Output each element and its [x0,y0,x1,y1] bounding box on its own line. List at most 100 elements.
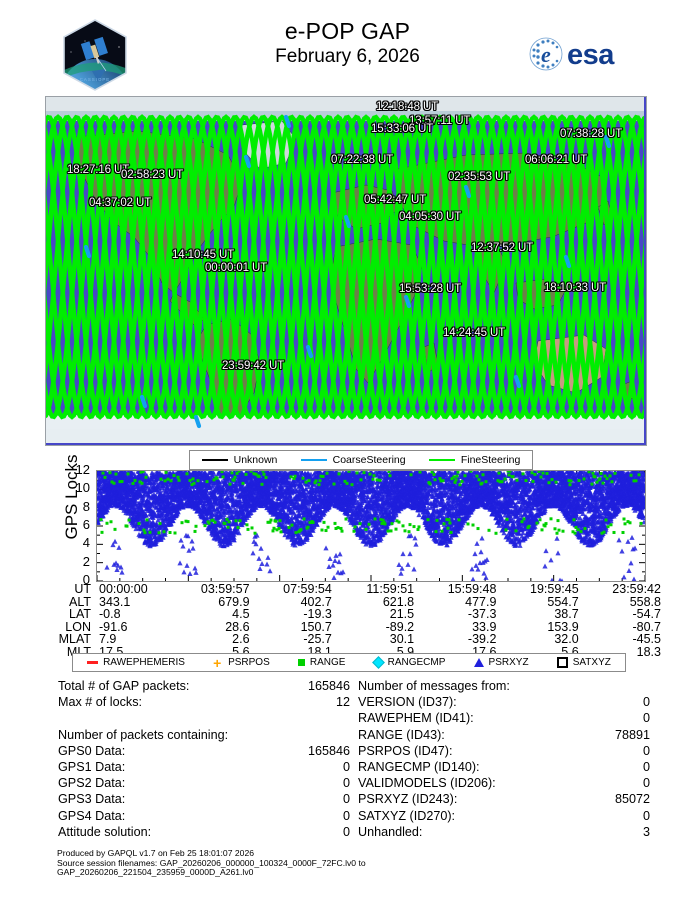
stat-row: GPS1 Data: 0 [58,759,358,775]
ut-label: 12:37:52 UT [471,242,534,254]
message-legend-item-rangecmp: RANGECMP [371,656,446,669]
stat-row: Unhandled: 3 [358,824,658,840]
max-locks-row: Max # of locks: 12 [58,694,358,710]
stat-row: GPS3 Data: 0 [58,791,358,807]
gps-locks-canvas [97,471,645,581]
ut-label: 14:24:45 UT [443,327,506,339]
stat-row: VALIDMODELS (ID206): 0 [358,775,658,791]
ephemeris-row: MLAT 7.9 2.6 -25.7 30.1 -39.2 32.0 -45.5 [45,633,675,646]
psrpos-marker-icon: + [213,654,222,671]
plot-y-tick: 10 [75,480,90,496]
ephemeris-cell: 30.1 [389,632,415,647]
statistics-right-column: Number of messages from: VERSION (ID37):… [358,678,658,840]
stat-row: PSRXYZ (ID243): 85072 [358,791,658,807]
stat-label: RAWEPHEM (ID41): [358,711,474,726]
ephemeris-cell: 402.7 [300,594,332,609]
stats-spacer [58,710,358,726]
ephemeris-cell: 621.8 [382,594,415,609]
stat-value: 0 [642,743,650,758]
stat-label: GPS2 Data: [58,776,126,791]
stat-label: Unhandled: [358,824,423,839]
esa-wordmark: esa [567,39,615,71]
title-block: e-POP GAP February 6, 2026 [0,18,695,69]
stat-label: GPS3 Data: [58,792,126,807]
statistics-left-column: Total # of GAP packets: 165846 Max # of … [58,678,358,840]
stat-value: 0 [642,808,650,823]
message-legend-label: SATXYZ [572,657,611,668]
message-legend-label: PSRXYZ [488,657,529,668]
message-legend-label: RANGECMP [387,657,446,668]
stat-value: 85072 [614,792,650,807]
ephemeris-cell: -80.7 [632,619,661,634]
stat-row: RAWEPHEM (ID41): 0 [358,710,658,726]
stat-label: Attitude solution: [58,824,152,839]
page-date: February 6, 2026 [275,46,420,67]
packets-containing-header: Number of packets containing: [58,727,229,742]
message-legend-item-satxyz: SATXYZ [556,657,611,668]
ephemeris-row-key: ALT [69,594,91,609]
ephemeris-cell: -19.3 [303,607,332,622]
ephemeris-cell: -25.7 [303,632,332,647]
ephemeris-cell: 38.7 [554,607,579,622]
svg-text:e: e [541,42,551,67]
stat-label: PSRXYZ (ID243): [358,792,458,807]
ut-label: 15:53:28 UT [399,283,462,295]
map-canvas [46,97,644,443]
ut-label: 05:42:47 UT [364,194,427,206]
plot-y-tick: 8 [82,498,90,514]
stat-row: VERSION (ID37): 0 [358,694,658,710]
stat-label: GPS0 Data: [58,743,126,758]
stat-label: RANGE (ID43): [358,727,445,742]
ephemeris-row: ALT 343.1 679.9 402.7 621.8 477.9 554.7 558.8 [45,594,675,609]
stat-label: GPS4 Data: [58,808,126,823]
ephemeris-cell: 477.9 [465,594,497,609]
ephemeris-cell: 15:59:48 [447,582,497,596]
plot-y-tick: 4 [82,535,90,551]
total-packets-value: 165846 [307,679,350,693]
unknown-line-icon [201,458,228,462]
ut-label: 12:18:48 UT [376,101,439,113]
stat-row: PSRPOS (ID47): 0 [358,743,658,759]
rawephemeris-marker-icon [87,661,99,664]
message-legend-item-psrxyz: PSRXYZ [473,657,529,668]
message-legend-item-range: RANGE [297,657,346,668]
map-legend-item-coarsesteering: CoarseSteering [300,454,406,466]
map-legend-label-unknown: Unknown [233,454,278,466]
range-marker-icon [297,659,305,666]
ut-label: 23:59:42 UT [222,360,285,372]
ut-label: 02:58:23 UT [121,169,184,181]
ephemeris-cell: -37.3 [467,607,497,622]
ephemeris-cell: 554.7 [547,594,579,609]
stat-label: SATXYZ (ID270): [358,808,456,823]
ut-label: 06:06:21 UT [525,154,588,166]
footer: Produced by GAPQL v1.7 on Feb 25 18:01:0… [57,848,657,878]
stat-value: 0 [342,824,350,839]
total-packets-row: Total # of GAP packets: 165846 [58,678,358,694]
stat-value: 0 [342,792,350,807]
ut-label: 18:27:16 UT [67,164,130,176]
esa-globe-icon: e [529,37,563,71]
message-legend-item-rawephemeris: RAWEPHEMERIS [87,657,185,668]
finesteering-line-icon [428,458,455,462]
max-locks-value: 12 [335,695,350,710]
stat-row: GPS4 Data: 0 [58,808,358,824]
page-header: CASSIOPE e-POP GAP February 6, 2026 [0,0,695,96]
gps-locks-plot [96,470,646,582]
map-legend-item-unknown: Unknown [201,454,278,466]
ephemeris-cell: 21.5 [389,607,415,622]
stat-value: 78891 [614,727,650,742]
ephemeris-cell: 150.7 [300,619,332,634]
ut-label: 15:33:06 UT [371,123,434,135]
message-legend-label: RANGE [309,657,346,668]
stat-row: GPS2 Data: 0 [58,775,358,791]
stat-value: 0 [642,695,650,710]
ephemeris-cell: 03:59:57 [200,582,250,596]
ephemeris-cell: 153.9 [547,619,579,634]
ut-label: 04:05:30 UT [399,211,462,223]
ephemeris-cell: 33.9 [472,619,497,634]
message-legend-item-psrpos: + PSRPOS [213,654,270,671]
message-type-legend: RAWEPHEMERIS + PSRPOS RANGE RANGECMP PSRXYZ SA… [72,653,626,672]
ephemeris-cell: 558.8 [629,594,661,609]
messages-from-header: Number of messages from: [358,679,510,693]
